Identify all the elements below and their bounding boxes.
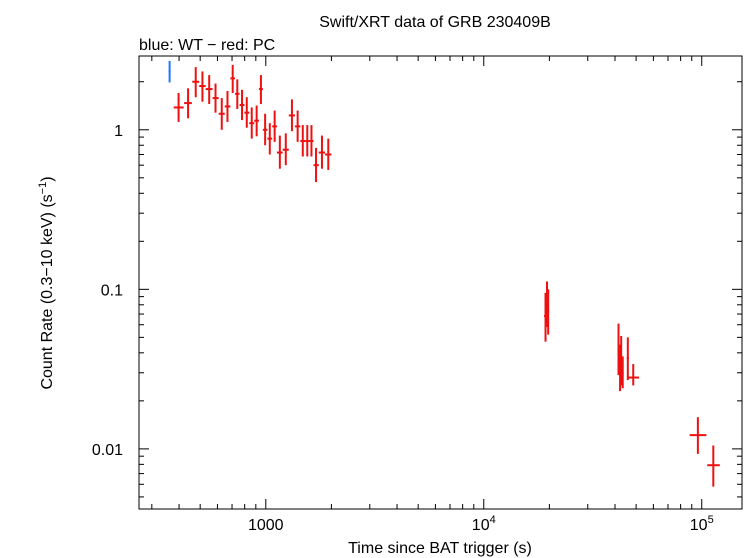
data-point [249, 107, 255, 139]
data-point [309, 125, 314, 157]
data-point [707, 445, 720, 487]
plot-frame [138, 55, 743, 510]
data-point [300, 125, 306, 157]
x-tick-label: 1000 [248, 517, 284, 534]
data-point [318, 135, 326, 169]
data-point [305, 125, 310, 157]
data-point [689, 417, 707, 454]
data-point [168, 60, 171, 83]
data-point [282, 133, 289, 166]
x-axis-label: Time since BAT trigger (s) [348, 540, 532, 557]
chart-title: Swift/XRT data of GRB 230409B [319, 14, 551, 31]
data-point [547, 289, 550, 335]
data-point [230, 64, 235, 94]
data-point [192, 67, 200, 98]
y-tick-label: 0.1 [101, 282, 123, 299]
data-point [254, 105, 259, 137]
y-axis-label-close: ) [39, 176, 56, 181]
data-point [272, 110, 277, 142]
data-point [224, 90, 231, 122]
x-tick-label: 104 [472, 514, 496, 534]
data-points [168, 60, 720, 487]
data-point [173, 93, 184, 122]
data-point [325, 138, 332, 170]
x-axis-ticks: 1000 104 105 [248, 514, 714, 534]
data-point [294, 110, 301, 142]
data-point [212, 83, 219, 113]
data-point [244, 97, 250, 128]
y-axis-ticks: 1 0.1 0.01 [92, 123, 123, 459]
y-axis-label-exponent: −1 [37, 182, 49, 195]
data-point [626, 337, 629, 381]
data-point [199, 71, 206, 102]
data-point [218, 98, 225, 130]
minor-ticks [139, 56, 742, 509]
y-axis-label-main: Count Rate (0.3−10 keV) (s [39, 194, 56, 389]
data-point [239, 89, 245, 121]
chart-subtitle: blue: WT − red: PC [139, 37, 275, 54]
data-point [258, 75, 263, 105]
data-point [288, 99, 295, 132]
y-tick-label: 1 [114, 123, 123, 140]
data-point [627, 364, 640, 386]
data-point [267, 123, 273, 155]
data-point [621, 356, 624, 389]
x-tick-label: 105 [690, 514, 714, 534]
y-tick-label: 0.01 [92, 442, 123, 459]
data-point [262, 113, 268, 146]
y-axis-label: Count Rate (0.3−10 keV) (s−1) [37, 176, 56, 389]
data-point [620, 335, 623, 386]
series-wt [168, 60, 171, 83]
data-point [205, 75, 213, 105]
data-point [234, 79, 240, 109]
series-pc [173, 64, 720, 487]
data-point [313, 147, 319, 183]
data-point [276, 135, 283, 169]
data-point [184, 88, 192, 119]
